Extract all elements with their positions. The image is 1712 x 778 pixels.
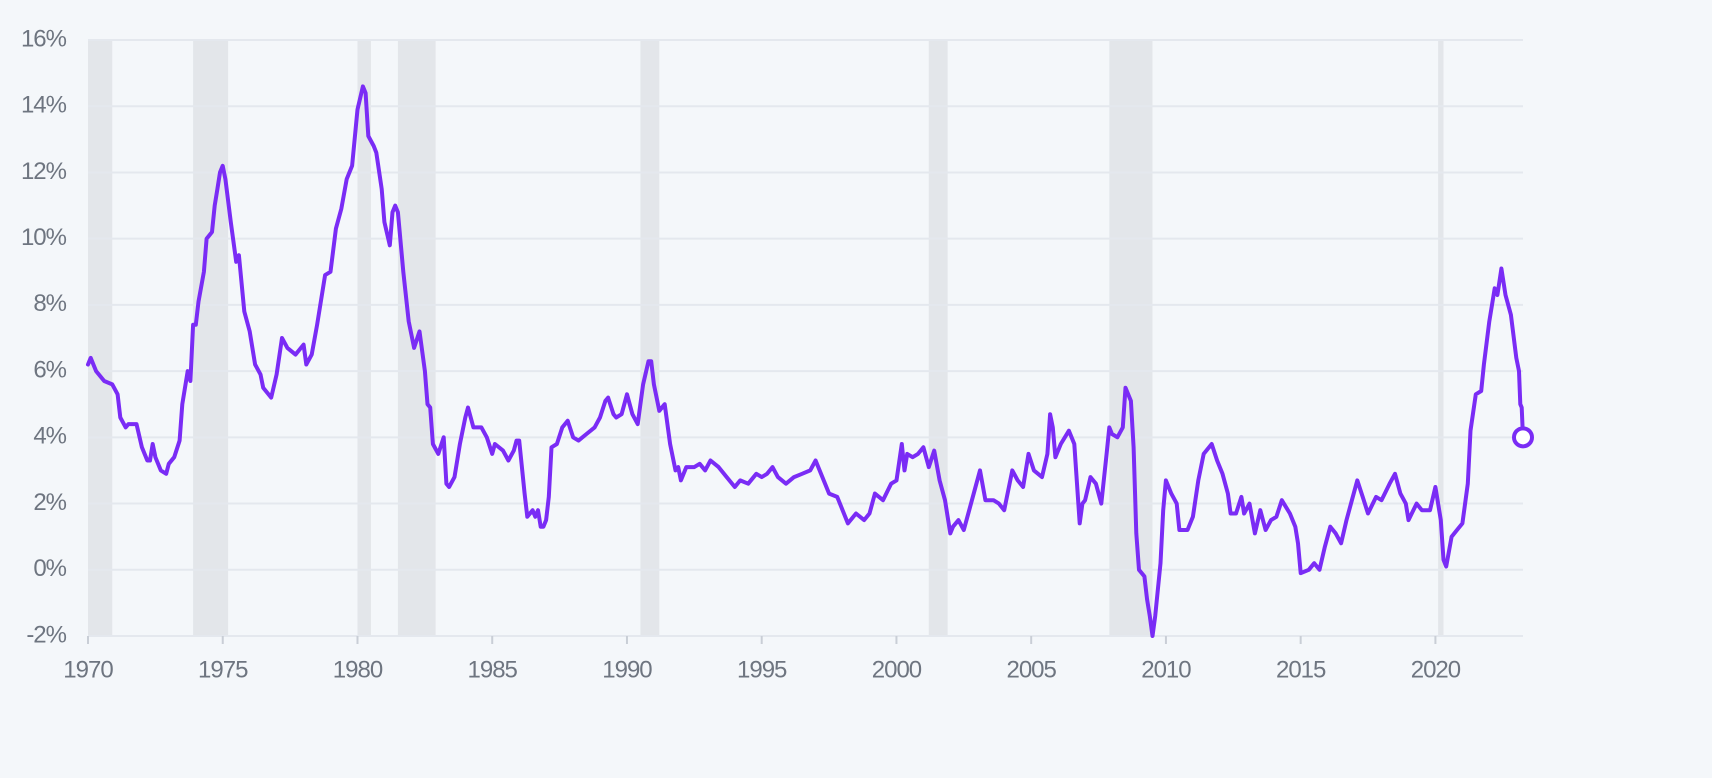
recession-band bbox=[193, 40, 229, 636]
x-tick-label: 1990 bbox=[602, 656, 652, 683]
y-tick-label: 6% bbox=[33, 356, 66, 383]
x-tick-label: 2000 bbox=[872, 656, 922, 683]
x-tick-label: 1975 bbox=[198, 656, 248, 683]
recession-band bbox=[1109, 40, 1153, 636]
y-tick-label: 12% bbox=[21, 158, 67, 185]
x-tick-label: 1980 bbox=[333, 656, 383, 683]
y-tick-label: 10% bbox=[21, 224, 67, 251]
x-tick-label: 2015 bbox=[1276, 656, 1326, 683]
y-tick-label: 2% bbox=[33, 489, 66, 516]
y-tick-label: 0% bbox=[33, 555, 66, 582]
y-tick-label: 14% bbox=[21, 92, 67, 119]
recession-band bbox=[928, 40, 948, 636]
recession-band bbox=[88, 40, 113, 636]
y-tick-label: 8% bbox=[33, 290, 66, 317]
x-tick-label: 2005 bbox=[1006, 656, 1056, 683]
x-tick-label: 2020 bbox=[1411, 656, 1461, 683]
y-tick-label: 4% bbox=[33, 423, 66, 450]
recession-band bbox=[640, 40, 660, 636]
inflation-line bbox=[86, 84, 1525, 638]
end-marker bbox=[1512, 426, 1534, 449]
x-tick-label: 1970 bbox=[63, 656, 113, 683]
x-tick-label: 1985 bbox=[468, 656, 518, 683]
x-tick-label: 1995 bbox=[737, 656, 787, 683]
recession-band bbox=[357, 40, 371, 636]
x-tick-label: 2010 bbox=[1141, 656, 1191, 683]
y-tick-label: 16% bbox=[21, 25, 67, 52]
recession-band bbox=[1438, 40, 1444, 636]
y-tick-label: -2% bbox=[26, 621, 66, 648]
